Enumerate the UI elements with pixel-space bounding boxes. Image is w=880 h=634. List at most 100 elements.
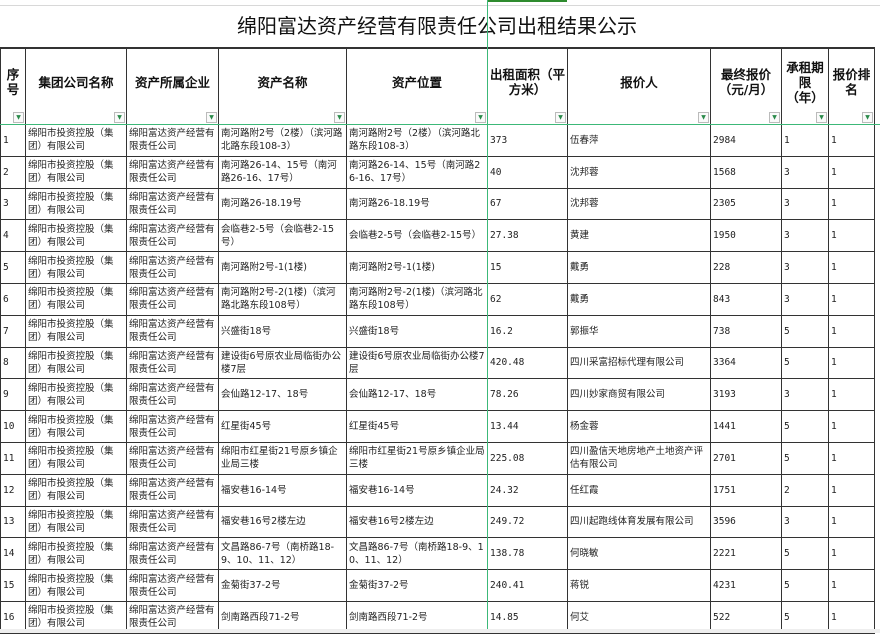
filter-dropdown-icon[interactable]: ▼ — [13, 112, 24, 123]
cell-col-rank[interactable]: 1 — [828, 537, 875, 571]
cell-col-group-company[interactable]: 绵阳市投资控股（集团）有限公司 — [25, 473, 127, 507]
cell-col-asset-name[interactable]: 会临巷2-5号（会临巷2-15号） — [218, 219, 347, 253]
cell-col-area[interactable]: 16.2 — [487, 314, 568, 348]
cell-col-owner-company[interactable]: 绵阳富达资产经营有限责任公司 — [126, 124, 219, 157]
cell-col-asset-location[interactable]: 文昌路86-7号（南桥路18-9、10、11、12） — [346, 537, 488, 571]
cell-col-asset-name[interactable]: 绵阳市红星街21号原乡镇企业局三楼 — [218, 441, 347, 475]
cell-col-lease-term[interactable]: 5 — [781, 346, 829, 380]
cell-col-asset-location[interactable]: 剑南路西段71-2号 — [346, 600, 488, 634]
cell-col-asset-name[interactable]: 南河路附2号（2楼）（滨河路北路东段108-3） — [218, 124, 347, 157]
cell-col-index[interactable]: 3 — [0, 187, 26, 221]
cell-col-asset-name[interactable]: 南河路附2号-2(1楼)（滨河路北路东段108号） — [218, 282, 347, 316]
cell-col-final-price[interactable]: 3364 — [710, 346, 782, 380]
cell-col-bidder[interactable]: 四川妙家商贸有限公司 — [567, 378, 711, 412]
cell-col-asset-location[interactable]: 南河路26-14、15号（南河路26-16、17号） — [346, 155, 488, 189]
cell-col-area[interactable]: 373 — [487, 124, 568, 157]
cell-col-final-price[interactable]: 2701 — [710, 441, 782, 475]
cell-col-rank[interactable]: 1 — [828, 187, 875, 221]
cell-col-index[interactable]: 15 — [0, 569, 26, 602]
filter-dropdown-icon[interactable]: ▼ — [475, 112, 486, 123]
cell-col-lease-term[interactable]: 5 — [781, 410, 829, 443]
cell-col-rank[interactable]: 1 — [828, 378, 875, 412]
cell-col-index[interactable]: 11 — [0, 441, 26, 475]
cell-col-lease-term[interactable]: 1 — [781, 124, 829, 157]
cell-col-index[interactable]: 12 — [0, 473, 26, 507]
cell-col-group-company[interactable]: 绵阳市投资控股（集团）有限公司 — [25, 569, 127, 602]
cell-col-final-price[interactable]: 228 — [710, 251, 782, 284]
cell-col-bidder[interactable]: 郭振华 — [567, 314, 711, 348]
cell-col-asset-name[interactable]: 南河路附2号-1(1楼) — [218, 251, 347, 284]
cell-col-area[interactable]: 138.78 — [487, 537, 568, 571]
cell-col-area[interactable]: 249.72 — [487, 505, 568, 539]
cell-col-lease-term[interactable]: 3 — [781, 219, 829, 253]
cell-col-asset-name[interactable]: 南河路26-14、15号（南河路26-16、17号） — [218, 155, 347, 189]
cell-col-asset-location[interactable]: 南河路附2号-2(1楼)（滨河路北路东段108号） — [346, 282, 488, 316]
cell-col-rank[interactable]: 1 — [828, 505, 875, 539]
cell-col-asset-name[interactable]: 文昌路86-7号（南桥路18-9、10、11、12） — [218, 537, 347, 571]
cell-col-bidder[interactable]: 四川采富招标代理有限公司 — [567, 346, 711, 380]
cell-col-group-company[interactable]: 绵阳市投资控股（集团）有限公司 — [25, 282, 127, 316]
cell-col-rank[interactable]: 1 — [828, 441, 875, 475]
cell-col-final-price[interactable]: 738 — [710, 314, 782, 348]
cell-col-area[interactable]: 78.26 — [487, 378, 568, 412]
cell-col-bidder[interactable]: 沈邦蓉 — [567, 187, 711, 221]
cell-col-bidder[interactable]: 何晓敏 — [567, 537, 711, 571]
cell-col-asset-location[interactable]: 兴盛街18号 — [346, 314, 488, 348]
cell-col-owner-company[interactable]: 绵阳富达资产经营有限责任公司 — [126, 314, 219, 348]
cell-col-owner-company[interactable]: 绵阳富达资产经营有限责任公司 — [126, 282, 219, 316]
cell-col-asset-name[interactable]: 会仙路12-17、18号 — [218, 378, 347, 412]
filter-dropdown-icon[interactable]: ▼ — [862, 112, 873, 123]
cell-col-owner-company[interactable]: 绵阳富达资产经营有限责任公司 — [126, 155, 219, 189]
cell-col-group-company[interactable]: 绵阳市投资控股（集团）有限公司 — [25, 155, 127, 189]
cell-col-group-company[interactable]: 绵阳市投资控股（集团）有限公司 — [25, 505, 127, 539]
cell-col-bidder[interactable]: 四川起跑线体育发展有限公司 — [567, 505, 711, 539]
cell-col-group-company[interactable]: 绵阳市投资控股（集团）有限公司 — [25, 441, 127, 475]
cell-col-final-price[interactable]: 843 — [710, 282, 782, 316]
filter-dropdown-icon[interactable]: ▼ — [816, 112, 827, 123]
cell-col-area[interactable]: 27.38 — [487, 219, 568, 253]
horizontal-scrollbar[interactable] — [0, 629, 880, 633]
cell-col-group-company[interactable]: 绵阳市投资控股（集团）有限公司 — [25, 219, 127, 253]
cell-col-asset-location[interactable]: 红星街45号 — [346, 410, 488, 443]
cell-col-asset-location[interactable]: 金菊街37-2号 — [346, 569, 488, 602]
cell-col-rank[interactable]: 1 — [828, 410, 875, 443]
cell-col-final-price[interactable]: 1950 — [710, 219, 782, 253]
cell-col-index[interactable]: 2 — [0, 155, 26, 189]
cell-col-rank[interactable]: 1 — [828, 124, 875, 157]
cell-col-index[interactable]: 7 — [0, 314, 26, 348]
cell-col-group-company[interactable]: 绵阳市投资控股（集团）有限公司 — [25, 251, 127, 284]
cell-col-asset-location[interactable]: 会临巷2-5号（会临巷2-15号） — [346, 219, 488, 253]
cell-col-area[interactable]: 14.85 — [487, 600, 568, 634]
cell-col-owner-company[interactable]: 绵阳富达资产经营有限责任公司 — [126, 569, 219, 602]
cell-col-final-price[interactable]: 3193 — [710, 378, 782, 412]
cell-col-rank[interactable]: 1 — [828, 155, 875, 189]
cell-col-lease-term[interactable]: 3 — [781, 378, 829, 412]
cell-col-area[interactable]: 240.41 — [487, 569, 568, 602]
cell-col-asset-location[interactable]: 南河路26-18.19号 — [346, 187, 488, 221]
cell-col-group-company[interactable]: 绵阳市投资控股（集团）有限公司 — [25, 346, 127, 380]
cell-col-index[interactable]: 1 — [0, 124, 26, 157]
cell-col-bidder[interactable]: 杨金蓉 — [567, 410, 711, 443]
cell-col-area[interactable]: 13.44 — [487, 410, 568, 443]
cell-col-asset-location[interactable]: 福安巷16号2楼左边 — [346, 505, 488, 539]
cell-col-rank[interactable]: 1 — [828, 219, 875, 253]
cell-col-owner-company[interactable]: 绵阳富达资产经营有限责任公司 — [126, 441, 219, 475]
cell-col-owner-company[interactable]: 绵阳富达资产经营有限责任公司 — [126, 378, 219, 412]
cell-col-final-price[interactable]: 2984 — [710, 124, 782, 157]
cell-col-owner-company[interactable]: 绵阳富达资产经营有限责任公司 — [126, 410, 219, 443]
cell-col-lease-term[interactable]: 3 — [781, 282, 829, 316]
cell-col-owner-company[interactable]: 绵阳富达资产经营有限责任公司 — [126, 537, 219, 571]
cell-col-bidder[interactable]: 戴勇 — [567, 251, 711, 284]
filter-dropdown-icon[interactable]: ▼ — [555, 112, 566, 123]
cell-col-rank[interactable]: 1 — [828, 282, 875, 316]
cell-col-lease-term[interactable]: 3 — [781, 251, 829, 284]
cell-col-index[interactable]: 14 — [0, 537, 26, 571]
cell-col-asset-location[interactable]: 南河路附2号-1(1楼) — [346, 251, 488, 284]
cell-col-rank[interactable]: 1 — [828, 473, 875, 507]
cell-col-asset-name[interactable]: 金菊街37-2号 — [218, 569, 347, 602]
filter-dropdown-icon[interactable]: ▼ — [206, 112, 217, 123]
cell-col-index[interactable]: 10 — [0, 410, 26, 443]
cell-col-asset-location[interactable]: 南河路附2号（2楼）（滨河路北路东段108-3） — [346, 124, 488, 157]
cell-col-owner-company[interactable]: 绵阳富达资产经营有限责任公司 — [126, 219, 219, 253]
cell-col-final-price[interactable]: 4231 — [710, 569, 782, 602]
